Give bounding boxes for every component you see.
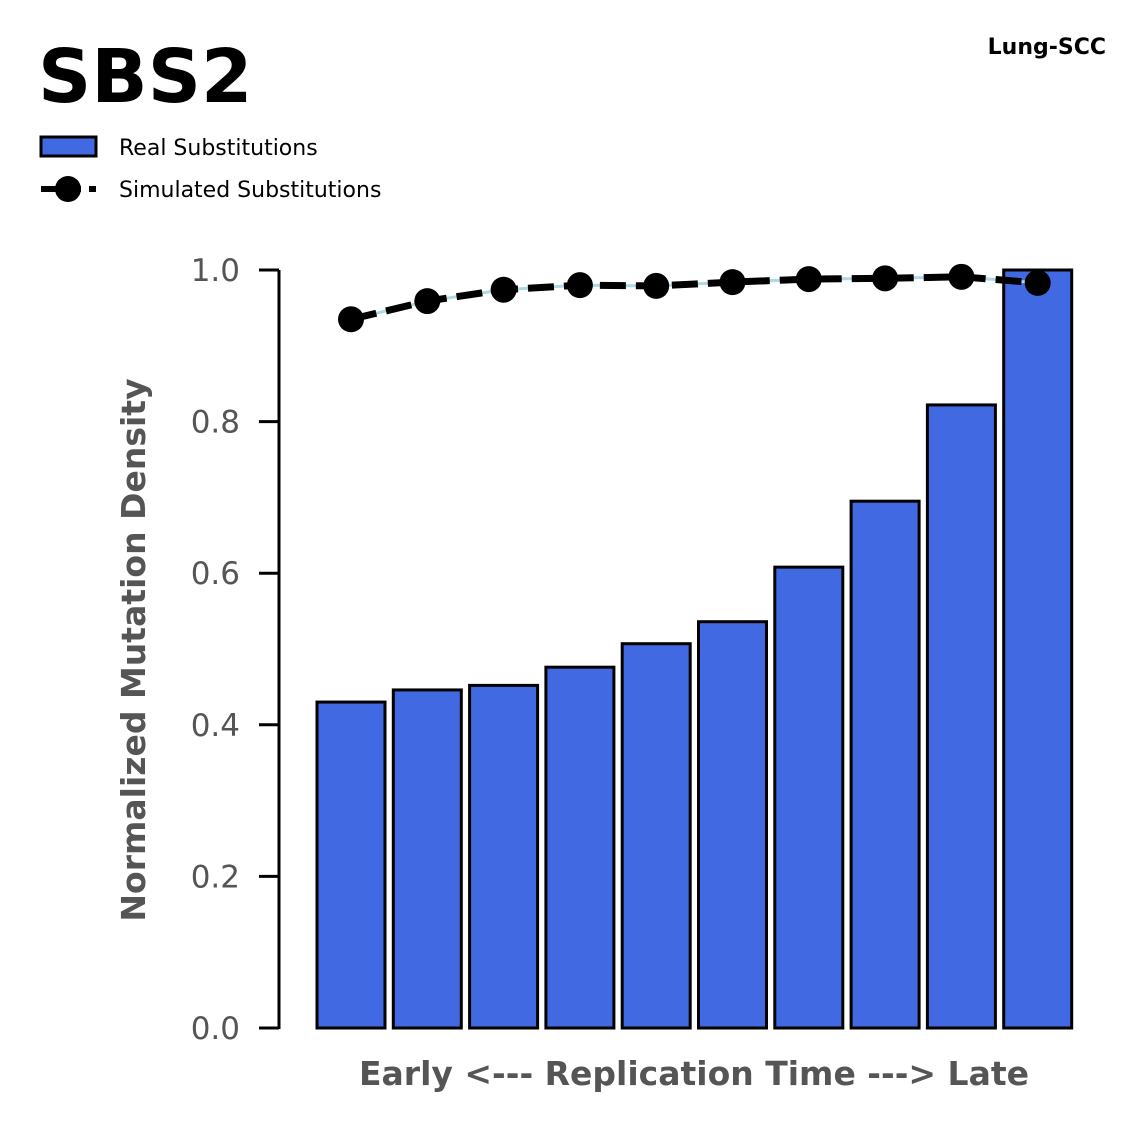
legend-label-simulated: Simulated Substitutions [119, 178, 381, 203]
bar-real-6 [697, 620, 768, 1030]
simulated-point-6 [719, 269, 746, 296]
bar-real-4 [544, 665, 616, 1030]
y-tick-label: 0.6 [191, 556, 240, 592]
simulated-line [350, 273, 1038, 323]
chart-title: SBS2 [38, 34, 252, 120]
x-axis-label: Early <--- Replication Time ---> Late [359, 1054, 1029, 1093]
simulated-point-1 [338, 306, 364, 333]
y-axis-label: Normalized Mutation Density [114, 378, 153, 921]
bar-real-8 [849, 499, 921, 1030]
simulated-point-9 [948, 263, 975, 290]
bar-real-7 [773, 565, 845, 1030]
simulated-point-7 [795, 266, 822, 293]
simulated-point-2 [414, 288, 441, 315]
bar-real-9 [925, 403, 997, 1030]
legend: Real Substitutions Simulated Substitutio… [39, 135, 381, 203]
simulated-point-3 [490, 276, 517, 303]
legend-swatch-real [39, 135, 98, 158]
legend-label-real: Real Substitutions [119, 136, 318, 161]
y-tick-label: 0.2 [191, 859, 240, 895]
simulated-point-10 [1024, 269, 1051, 296]
chart-subtitle: Lung-SCC [988, 35, 1106, 60]
legend-swatch-simulated-marker [55, 176, 81, 202]
simulated-point-5 [643, 272, 670, 299]
y-tick-label: 1.0 [191, 253, 240, 289]
bar-real-10 [1002, 268, 1074, 1030]
simulated-point-8 [872, 265, 899, 292]
y-tick-label: 0.4 [191, 708, 240, 744]
y-tick-label: 0.8 [191, 405, 240, 441]
simulated-point-4 [566, 272, 593, 299]
bar-real-3 [468, 683, 540, 1030]
bar-real-5 [620, 642, 692, 1030]
bar-real-2 [391, 688, 463, 1030]
bar-real-1 [315, 700, 387, 1030]
y-tick-label: 0.0 [191, 1011, 240, 1047]
